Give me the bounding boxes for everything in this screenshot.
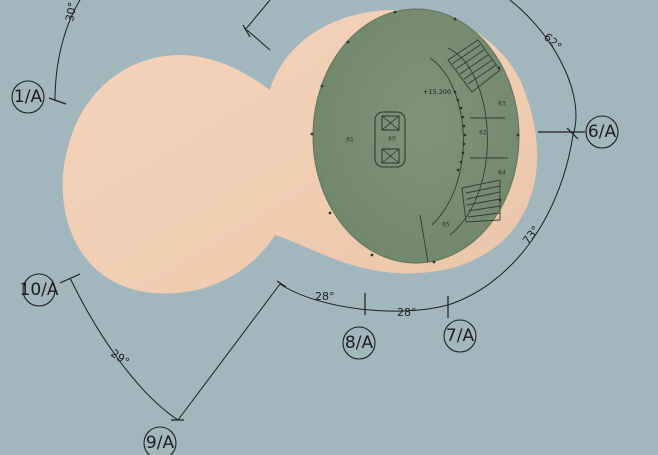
floor-plate: 60 61 62 63 64 65 +15.200 xyxy=(310,8,520,264)
svg-text:8/A: 8/A xyxy=(345,333,374,353)
angle-28-left: 28° xyxy=(315,290,335,303)
svg-text:6/A: 6/A xyxy=(588,122,617,142)
svg-text:7/A: 7/A xyxy=(446,326,475,346)
angle-28-right: 28° xyxy=(397,306,417,319)
room-63: 63 xyxy=(498,101,506,108)
stair-south xyxy=(461,179,501,223)
room-61: 61 xyxy=(346,137,354,144)
room-62: 62 xyxy=(479,130,487,137)
svg-text:10/A: 10/A xyxy=(20,280,59,300)
room-64: 64 xyxy=(498,170,506,177)
elevator-core xyxy=(374,111,406,168)
stair-north xyxy=(447,39,501,93)
svg-text:9/A: 9/A xyxy=(146,433,175,453)
svg-text:1/A: 1/A xyxy=(14,87,43,107)
grid-tag-10a: 10/A xyxy=(20,273,59,307)
room-60: 60 xyxy=(388,136,396,143)
dimension-arcs xyxy=(48,0,585,421)
grid-tag-6a: 6/A xyxy=(585,115,619,149)
grid-tag-9a: 9/A xyxy=(143,426,177,455)
grid-tag-8a: 8/A xyxy=(342,326,376,360)
grid-tag-7a: 7/A xyxy=(443,319,477,353)
room-65: 65 xyxy=(442,222,450,229)
angle-30: 30° xyxy=(63,1,79,22)
grid-tag-1a: 1/A xyxy=(11,80,45,114)
level-marker: +15.200 xyxy=(423,88,451,96)
